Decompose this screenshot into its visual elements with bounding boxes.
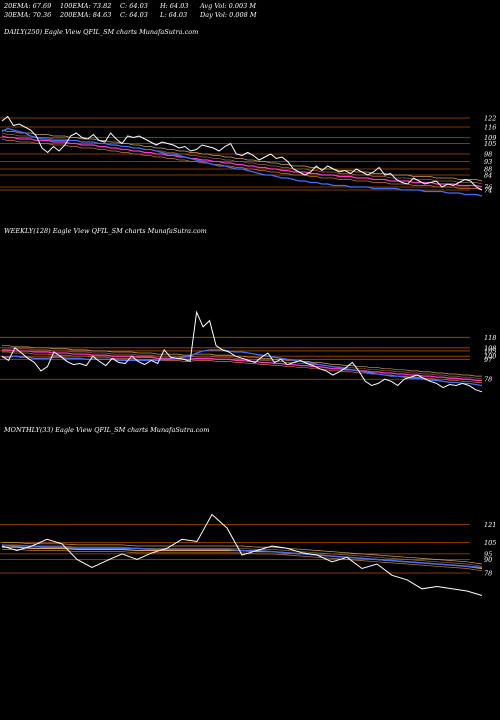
daily-level-label-2: 109 xyxy=(484,134,496,142)
weekly-level-label-5: 78 xyxy=(484,376,492,384)
weekly-panel-title: WEEKLY(128) Eagle View QFIL_SM charts Mu… xyxy=(4,227,207,235)
daily-level-label-5: 93 xyxy=(484,158,492,166)
monthly-level-label-4: 78 xyxy=(484,570,492,578)
daily-level-label-3: 105 xyxy=(484,140,496,148)
daily-ma-band-0 xyxy=(1,138,483,191)
stat-low: L: 64.03 xyxy=(160,11,188,19)
monthly-series-0 xyxy=(1,513,483,596)
weekly-level-label-4: 97 xyxy=(484,356,493,364)
monthly-ma-band-2 xyxy=(2,542,483,565)
stat-close-2: C: 64.03 xyxy=(120,11,148,19)
stat-day-vol: Day Vol: 0.008 M xyxy=(200,11,257,19)
stat-20ema: 20EMA: 67.69 xyxy=(4,2,52,10)
weekly-ma-band-0 xyxy=(2,351,482,383)
weekly-level-label-2: 105 xyxy=(484,347,496,355)
monthly-level-label-1: 105 xyxy=(484,539,496,547)
monthly-panel-title: MONTHLY(33) Eagle View QFIL_SM charts Mu… xyxy=(4,426,210,434)
monthly-level-label-2: 95 xyxy=(484,550,492,558)
weekly-level-label-0: 118 xyxy=(484,334,496,342)
monthly-level-label-3: 90 xyxy=(484,556,492,564)
daily-panel-title: DAILY(250) Eagle View QFIL_SM charts Mun… xyxy=(4,28,199,36)
stat-100ema: 100EMA: 73.82 xyxy=(60,2,112,10)
daily-level-label-4: 98 xyxy=(484,151,492,159)
stat-200ema: 200EMA: 84.63 xyxy=(60,11,112,19)
daily-series-1 xyxy=(1,127,483,197)
daily-level-label-6: 88 xyxy=(484,166,492,174)
stat-30ema: 30EMA: 70.36 xyxy=(4,11,52,19)
stat-avg-vol: Avg Vol: 0.003 M xyxy=(200,2,257,10)
weekly-level-label-3: 100 xyxy=(484,353,496,361)
monthly-ma-band-0 xyxy=(2,549,483,572)
daily-level-label-7: 84 xyxy=(484,172,492,180)
daily-ma-band-2 xyxy=(1,129,483,182)
daily-level-label-9: 74 xyxy=(484,187,492,195)
weekly-level-label-1: 108 xyxy=(484,344,496,352)
weekly-series-1 xyxy=(2,349,483,387)
daily-series-2 xyxy=(1,135,483,188)
stat-close: C: 64.03 xyxy=(120,2,148,10)
monthly-series-1 xyxy=(1,544,483,569)
daily-series-0 xyxy=(1,115,483,191)
daily-level-label-1: 116 xyxy=(484,124,496,132)
stat-high: H: 64.03 xyxy=(160,2,189,10)
weekly-series-0 xyxy=(1,310,483,393)
daily-level-label-8: 76 xyxy=(484,184,492,192)
monthly-ma-band-1 xyxy=(2,544,483,567)
monthly-level-label-0: 121 xyxy=(484,521,496,529)
weekly-series-2 xyxy=(2,349,482,381)
weekly-ma-band-2 xyxy=(2,345,482,377)
daily-level-label-0: 122 xyxy=(484,115,496,123)
